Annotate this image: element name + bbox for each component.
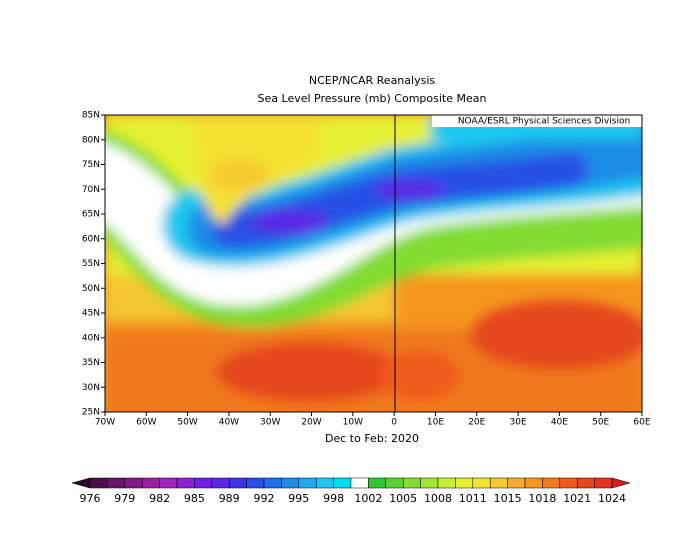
colorbar-box xyxy=(489,477,508,489)
colorbar-box xyxy=(315,477,334,489)
lat-tick-label: 45N xyxy=(82,309,100,319)
lon-tick-label: 30E xyxy=(510,418,527,428)
colorbar-label: 1008 xyxy=(424,492,452,505)
lat-tick-label: 80N xyxy=(82,135,100,145)
colorbar-box xyxy=(124,477,143,489)
colorbar-box xyxy=(89,477,108,489)
title: NCEP/NCAR Reanalysis xyxy=(309,74,435,87)
colorbar-label: 1002 xyxy=(354,492,382,505)
colorbar-label: 1011 xyxy=(459,492,487,505)
colorbar-box xyxy=(246,477,265,489)
colorbar-box xyxy=(542,477,561,489)
colorbar-end xyxy=(611,477,631,489)
colorbar-box xyxy=(594,477,613,489)
colorbar-label: 1021 xyxy=(563,492,591,505)
colorbar-box xyxy=(107,477,126,489)
colorbar-box xyxy=(507,477,526,489)
colorbar-box xyxy=(211,477,230,489)
colorbar-box xyxy=(298,477,317,489)
lat-tick-label: 75N xyxy=(82,160,100,170)
colorbar-box xyxy=(194,477,213,489)
lon-tick-label: 60W xyxy=(136,418,156,428)
colorbar-label: 989 xyxy=(219,492,240,505)
colorbar-label: 1024 xyxy=(598,492,626,505)
lon-tick-label: 50W xyxy=(177,418,197,428)
colorbar-label: 976 xyxy=(80,492,101,505)
pressure-field xyxy=(105,115,642,412)
lon-tick-label: 70W xyxy=(95,418,115,428)
colorbar-box xyxy=(350,477,369,489)
lon-tick-label: 10W xyxy=(343,418,363,428)
lon-tick-label: 20E xyxy=(468,418,485,428)
colorbar-label: 985 xyxy=(184,492,205,505)
lon-tick-label: 0 xyxy=(391,418,397,428)
lon-tick-label: 30W xyxy=(260,418,280,428)
lat-tick-label: 55N xyxy=(82,259,100,269)
lon-tick-label: 60E xyxy=(633,418,650,428)
colorbar-box xyxy=(576,477,595,489)
colorbar-label: 992 xyxy=(254,492,275,505)
lat-tick-label: 50N xyxy=(82,284,100,294)
colorbar-box xyxy=(281,477,300,489)
colorbar-box xyxy=(524,477,543,489)
colorbar-box xyxy=(368,477,387,489)
lat-tick-label: 85N xyxy=(82,111,100,121)
period: Dec to Feb: 2020 xyxy=(325,432,419,445)
colorbar-label: 979 xyxy=(114,492,135,505)
colorbar-box xyxy=(176,477,195,489)
lat-tick-label: 60N xyxy=(82,234,100,244)
lon-tick-label: 10E xyxy=(427,418,444,428)
colorbar-box xyxy=(402,477,421,489)
lat-tick-label: 65N xyxy=(82,210,100,220)
colorbar-box xyxy=(263,477,282,489)
colorbar-box xyxy=(333,477,352,489)
lat-tick-label: 70N xyxy=(82,185,100,195)
lat-tick-label: 25N xyxy=(82,408,100,418)
lat-tick-label: 40N xyxy=(82,333,100,343)
lat-tick-label: 30N xyxy=(82,383,100,393)
lon-tick-label: 40E xyxy=(551,418,568,428)
subtitle: Sea Level Pressure (mb) Composite Mean xyxy=(258,92,487,105)
colorbar-label: 1005 xyxy=(389,492,417,505)
colorbar-box xyxy=(141,477,160,489)
colorbar-label: 998 xyxy=(323,492,344,505)
colorbar-box xyxy=(228,477,247,489)
colorbar-box xyxy=(472,477,491,489)
colorbar-box xyxy=(437,477,456,489)
colorbar-box xyxy=(385,477,404,489)
colorbar-label: 982 xyxy=(149,492,170,505)
colorbar-box xyxy=(159,477,178,489)
colorbar-box xyxy=(420,477,439,489)
colorbar-label: 1018 xyxy=(528,492,556,505)
lon-tick-label: 50E xyxy=(592,418,609,428)
colorbar-label: 995 xyxy=(288,492,309,505)
colorbar-label: 1015 xyxy=(494,492,522,505)
colorbar-box xyxy=(455,477,474,489)
colorbar-box xyxy=(559,477,578,489)
lon-tick-label: 20W xyxy=(301,418,321,428)
lon-tick-label: 40W xyxy=(219,418,239,428)
lat-tick-label: 35N xyxy=(82,358,100,368)
colorbar-end xyxy=(71,477,91,489)
credit: NOAA/ESRL Physical Sciences Division xyxy=(458,117,630,127)
